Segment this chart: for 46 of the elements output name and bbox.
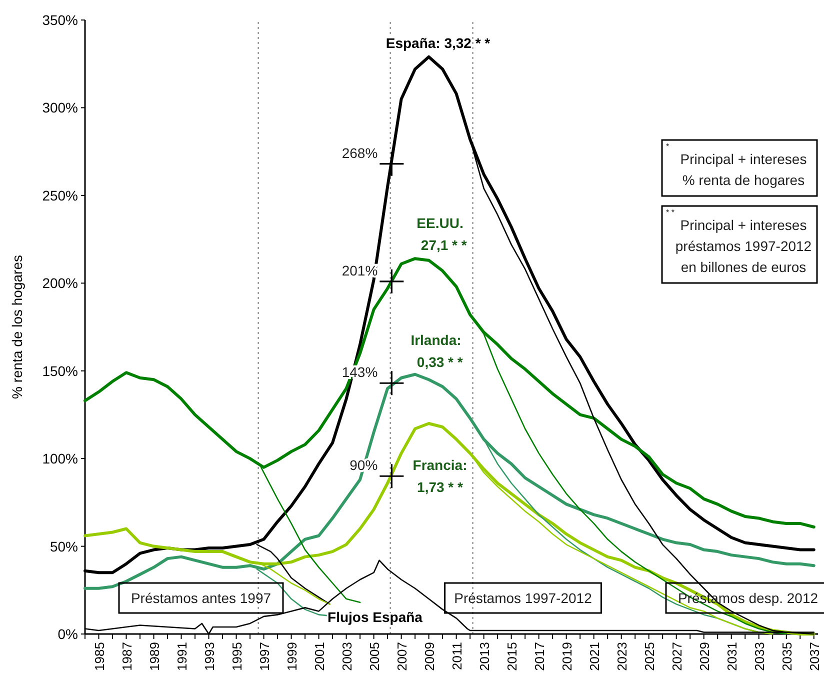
x-tick-label: 2005 — [366, 642, 382, 671]
x-tick-label: 2033 — [752, 642, 767, 671]
data-label: 268% — [342, 144, 378, 161]
y-axis-title: % renta de los hogares — [9, 255, 25, 399]
y-tick-label: 0% — [58, 626, 78, 642]
y-tick-label: 200% — [42, 275, 78, 292]
x-tick-label: 1997 — [256, 642, 272, 671]
annotation: Préstamos antes 1997 — [130, 590, 272, 606]
x-tick-label: 2023 — [614, 642, 630, 671]
x-tick-label: 1985 — [92, 642, 107, 671]
annotation: Irlanda: 0,33 * * — [409, 332, 464, 370]
x-tick-label: 2031 — [724, 642, 740, 671]
x-tick-label: 2037 — [806, 642, 822, 671]
x-tick-label: 2035 — [779, 642, 794, 671]
x-tick-label: 1993 — [202, 642, 217, 671]
x-tick-label: 2015 — [504, 642, 520, 671]
x-tick-label: 2003 — [339, 642, 354, 671]
x-tick-label: 2019 — [559, 642, 574, 671]
x-tick-label: 2029 — [696, 642, 712, 671]
x-tick-label: 1987 — [119, 642, 134, 671]
annotation: Préstamos 1997-2012 — [454, 590, 592, 606]
x-tick-label: 2007 — [394, 642, 410, 671]
x-tick-label: 2011 — [449, 642, 464, 670]
x-tick-label: 2021 — [586, 642, 602, 671]
x-tick-label: 2001 — [312, 642, 327, 671]
x-tick-label: 1989 — [146, 642, 162, 671]
x-tick-label: 1995 — [229, 642, 244, 671]
annotation: * * Principal + intereses préstamos 1997-2012 en billones de euros — [666, 208, 812, 275]
annotation: Flujos España — [328, 609, 423, 625]
y-tick-label: 250% — [42, 187, 78, 204]
y-tick-label: 50% — [50, 538, 78, 554]
annotation: España: 3,32 * * — [386, 35, 491, 51]
x-tick-label: 2013 — [476, 642, 492, 671]
y-tick-label: 350% — [42, 12, 78, 28]
y-tick-label: 300% — [42, 100, 78, 116]
annotation: EE.UU. 27,1 * * — [413, 215, 468, 253]
y-tick-label: 150% — [42, 362, 78, 379]
x-tick-label: 1999 — [284, 642, 300, 671]
x-tick-label: 2027 — [669, 642, 684, 671]
y-tick-label: 100% — [42, 450, 78, 467]
x-tick-label: 2025 — [642, 642, 657, 671]
x-tick-label: 1991 — [174, 642, 190, 671]
x-tick-label: 2017 — [532, 642, 547, 671]
text: * Principal + intereses % renta de hogares — [666, 142, 807, 188]
x-tick-label: 2009 — [422, 642, 437, 671]
annotation: Francia: 1,73 * * — [412, 457, 468, 495]
